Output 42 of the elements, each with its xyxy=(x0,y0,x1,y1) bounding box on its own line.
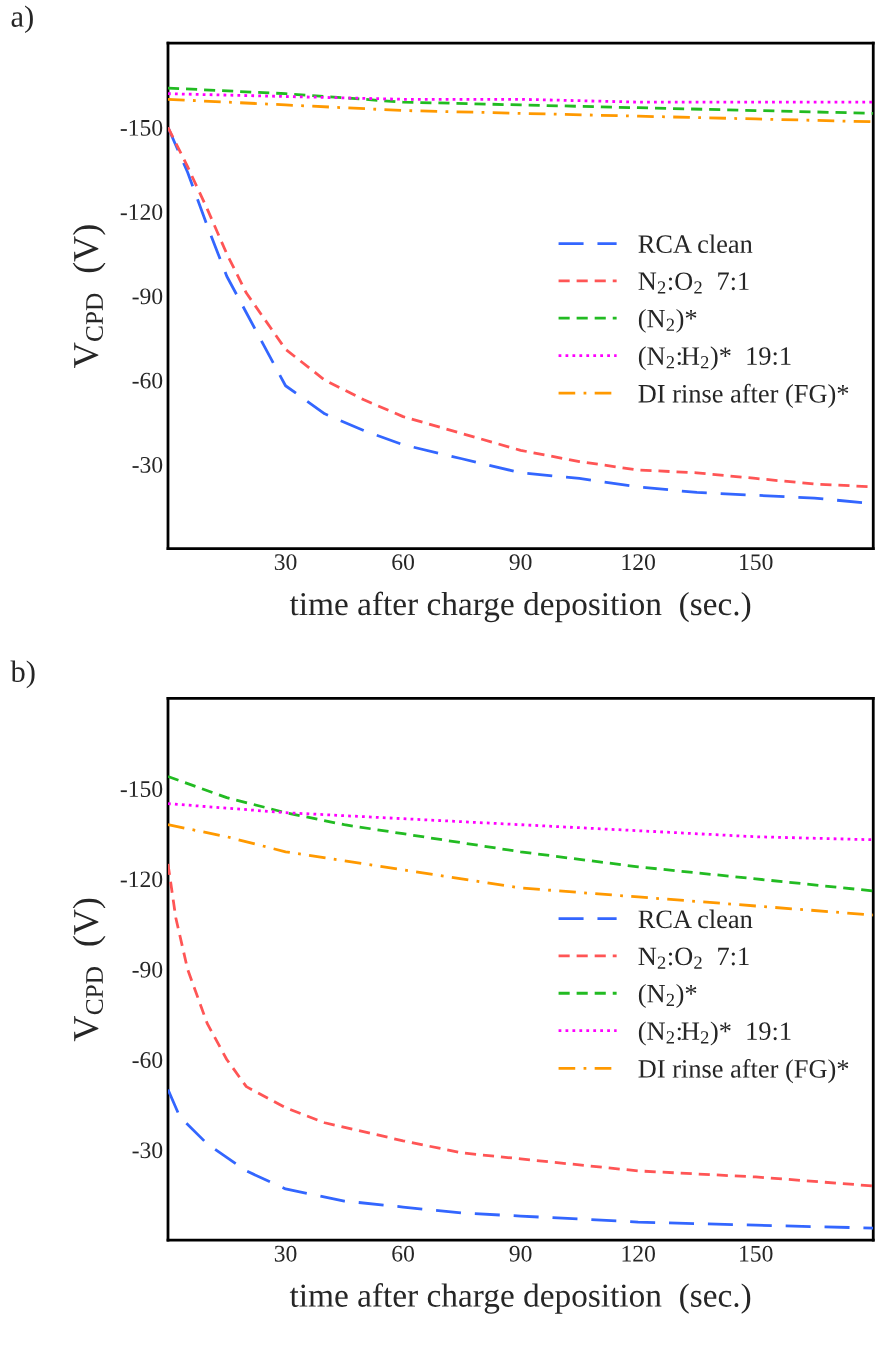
y-tick-label: -120 xyxy=(120,871,163,888)
x-tick-label: 30 xyxy=(274,1245,297,1262)
x-tick-label: 60 xyxy=(392,1245,414,1262)
x-axis-title: time after charge deposition (sec.) xyxy=(289,1283,751,1314)
chart-title: a) xyxy=(11,5,33,34)
y-axis-title: V$_{CPD}$ (V) xyxy=(72,898,106,1042)
legend-label: (N$_{2}$)* xyxy=(638,984,697,1008)
y-tick-label: -30 xyxy=(132,456,163,473)
legend-label: N$_{2}$:O$_{2}$ 7:1 xyxy=(638,947,749,969)
legend-label: (N$_{2}$:H$_{2}$)* 19:1 xyxy=(638,346,791,371)
chart-title: b) xyxy=(10,660,35,689)
y-tick-label: -60 xyxy=(132,372,163,389)
x-axis-title: time after charge deposition (sec.) xyxy=(289,591,751,623)
legend-label: DI rinse after (FG)* xyxy=(638,1058,849,1084)
line-series xyxy=(168,92,874,104)
legend-label: N$_{2}$:O$_{2}$ 7:1 xyxy=(638,272,749,294)
x-tick-label: 120 xyxy=(622,554,655,571)
legend-label: DI rinse after (FG)* xyxy=(638,383,849,409)
line-series xyxy=(168,1088,874,1230)
y-tick-label: -90 xyxy=(132,288,163,305)
y-tick-label: -30 xyxy=(132,1142,163,1159)
y-tick-label: -90 xyxy=(132,961,163,978)
line-series xyxy=(168,802,874,842)
line-series xyxy=(168,775,874,893)
x-tick-label: 120 xyxy=(622,1245,655,1262)
x-tick-label: 30 xyxy=(274,554,297,571)
y-tick-label: -150 xyxy=(120,781,163,797)
legend-label: (N$_{2}$:H$_{2}$)* 19:1 xyxy=(638,1021,791,1046)
legend-label: (N$_{2}$)* xyxy=(638,308,697,333)
x-tick-label: 150 xyxy=(740,554,773,571)
legend-label: RCA clean xyxy=(638,909,753,929)
legend-label: RCA clean xyxy=(638,234,753,254)
x-tick-label: 90 xyxy=(509,554,532,571)
x-tick-label: 60 xyxy=(392,554,414,571)
y-axis-title: V$_{CPD}$ (V) xyxy=(72,225,106,368)
y-tick-label: -60 xyxy=(132,1052,163,1068)
x-tick-label: 90 xyxy=(509,1245,532,1262)
line-series xyxy=(168,862,874,1188)
line-series xyxy=(168,86,874,115)
x-tick-label: 150 xyxy=(740,1245,773,1262)
y-tick-label: -120 xyxy=(120,204,163,221)
y-tick-label: -150 xyxy=(120,119,163,136)
